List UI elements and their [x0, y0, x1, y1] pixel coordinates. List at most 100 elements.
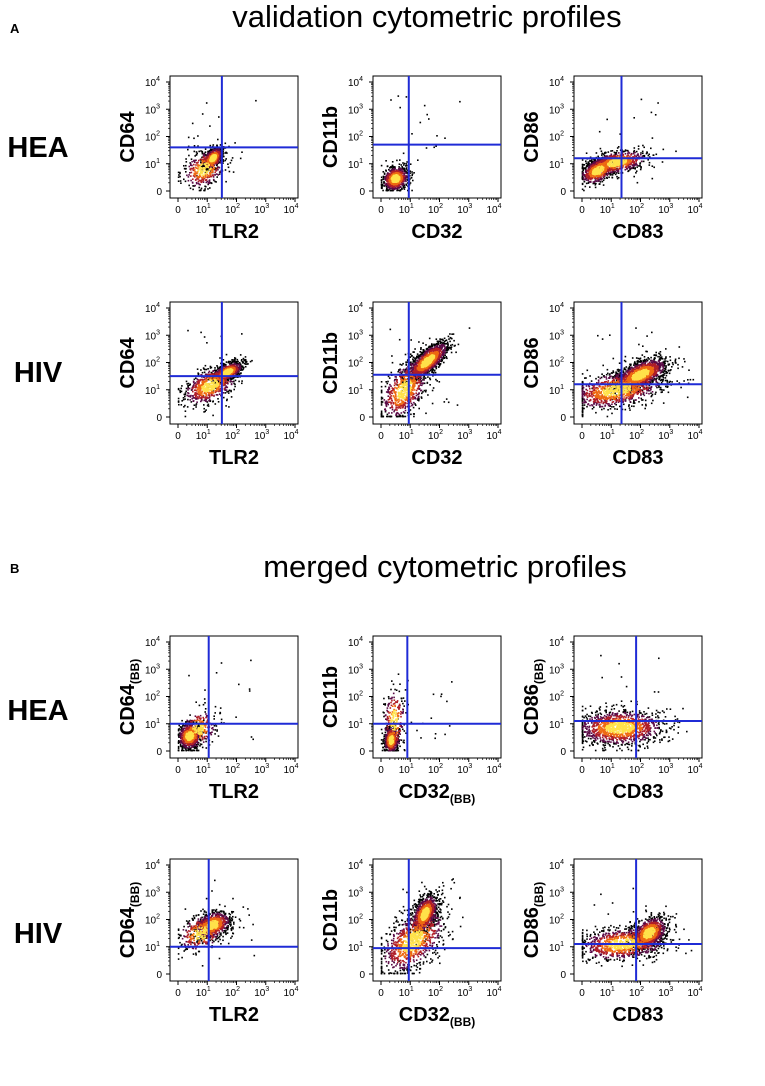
event-dot — [180, 404, 183, 406]
event-dot — [389, 167, 391, 169]
event-dot — [212, 168, 215, 171]
event-dot — [212, 176, 215, 178]
event-dot — [597, 170, 599, 172]
event-dot — [400, 183, 403, 185]
event-dot — [400, 172, 402, 174]
event-dot — [184, 410, 187, 412]
event-dot — [592, 181, 595, 183]
event-dot — [411, 174, 413, 177]
event-dot — [651, 165, 654, 167]
event-dot — [208, 161, 211, 164]
event-dot — [200, 161, 202, 163]
event-dot — [399, 185, 402, 188]
event-dot — [598, 183, 601, 185]
event-dot — [409, 174, 411, 177]
panel-a-row-label-hea: HEA — [7, 132, 68, 164]
event-dot — [255, 99, 257, 102]
event-dot — [198, 166, 201, 168]
event-dot — [417, 159, 419, 161]
event-dot — [200, 394, 203, 396]
event-dot — [198, 164, 200, 167]
event-dot — [201, 158, 204, 161]
event-dot — [211, 169, 214, 172]
event-dot — [184, 415, 187, 418]
event-dot — [209, 388, 212, 391]
event-dot — [643, 146, 645, 149]
event-dot — [218, 393, 221, 395]
event-dot — [231, 359, 233, 361]
plot-a-hea-cd32-frame — [372, 75, 502, 199]
event-dot — [204, 163, 207, 165]
event-dot — [631, 167, 633, 169]
event-dot — [204, 174, 207, 176]
event-dot — [385, 185, 388, 188]
event-dot — [387, 174, 390, 177]
event-dot — [181, 385, 183, 387]
event-dot — [210, 153, 212, 156]
event-dot — [583, 189, 585, 192]
event-dot — [639, 162, 642, 164]
event-dot — [396, 172, 398, 175]
event-dot — [633, 117, 635, 119]
event-dot — [597, 155, 599, 158]
event-dot — [200, 159, 202, 161]
event-dot — [640, 160, 643, 163]
event-dot — [385, 189, 388, 192]
x-tick-label-10-1: 101 — [600, 203, 615, 216]
event-dot — [222, 159, 224, 161]
event-dot — [651, 137, 654, 139]
event-dot — [642, 152, 644, 155]
event-dot — [200, 179, 202, 182]
event-dot — [227, 166, 230, 169]
event-dot — [217, 174, 220, 176]
event-dot — [217, 161, 220, 164]
event-dot — [610, 171, 613, 173]
x-tick-label-10-3: 103 — [254, 203, 269, 216]
event-dot — [609, 163, 611, 165]
event-dot — [384, 182, 386, 185]
event-dot — [234, 385, 236, 388]
event-dot — [179, 175, 181, 178]
event-dot — [187, 382, 190, 385]
event-dot — [239, 157, 242, 160]
event-dot — [196, 152, 198, 155]
event-dot — [198, 382, 200, 384]
x-tick-label-10-1: 101 — [399, 203, 414, 216]
event-dot — [614, 152, 617, 154]
event-dot — [188, 184, 190, 187]
panel-b-letter: B — [10, 561, 19, 576]
event-dot — [387, 176, 389, 178]
event-dot — [237, 364, 240, 366]
event-dot — [214, 173, 216, 176]
event-dot — [399, 106, 401, 109]
event-dot — [214, 383, 217, 385]
x-tick-label-10-1: 101 — [196, 203, 211, 216]
y-tick-label-10-3: 103 — [348, 103, 363, 116]
event-dot — [194, 155, 196, 157]
event-dot — [215, 167, 217, 170]
event-dot — [189, 172, 191, 174]
event-dot — [196, 172, 198, 175]
event-dot — [653, 166, 655, 169]
y-tick-label-10-1: 101 — [549, 158, 564, 171]
event-dot — [197, 135, 199, 137]
event-dot — [635, 172, 637, 174]
event-dot — [401, 168, 404, 171]
event-dot — [411, 173, 414, 175]
event-dot — [180, 390, 183, 393]
event-dot — [217, 398, 219, 400]
event-dot — [193, 170, 196, 172]
event-dot — [216, 158, 219, 160]
event-dot — [211, 166, 213, 168]
event-dot — [187, 329, 189, 332]
event-dot — [212, 400, 214, 402]
event-dot — [582, 176, 585, 179]
event-dot — [651, 177, 654, 180]
event-dot — [390, 176, 393, 178]
event-dot — [615, 161, 618, 164]
event-dot — [194, 173, 197, 175]
event-dot — [402, 186, 405, 188]
event-dot — [198, 176, 201, 178]
event-dot — [218, 390, 220, 393]
event-dot — [224, 169, 227, 171]
